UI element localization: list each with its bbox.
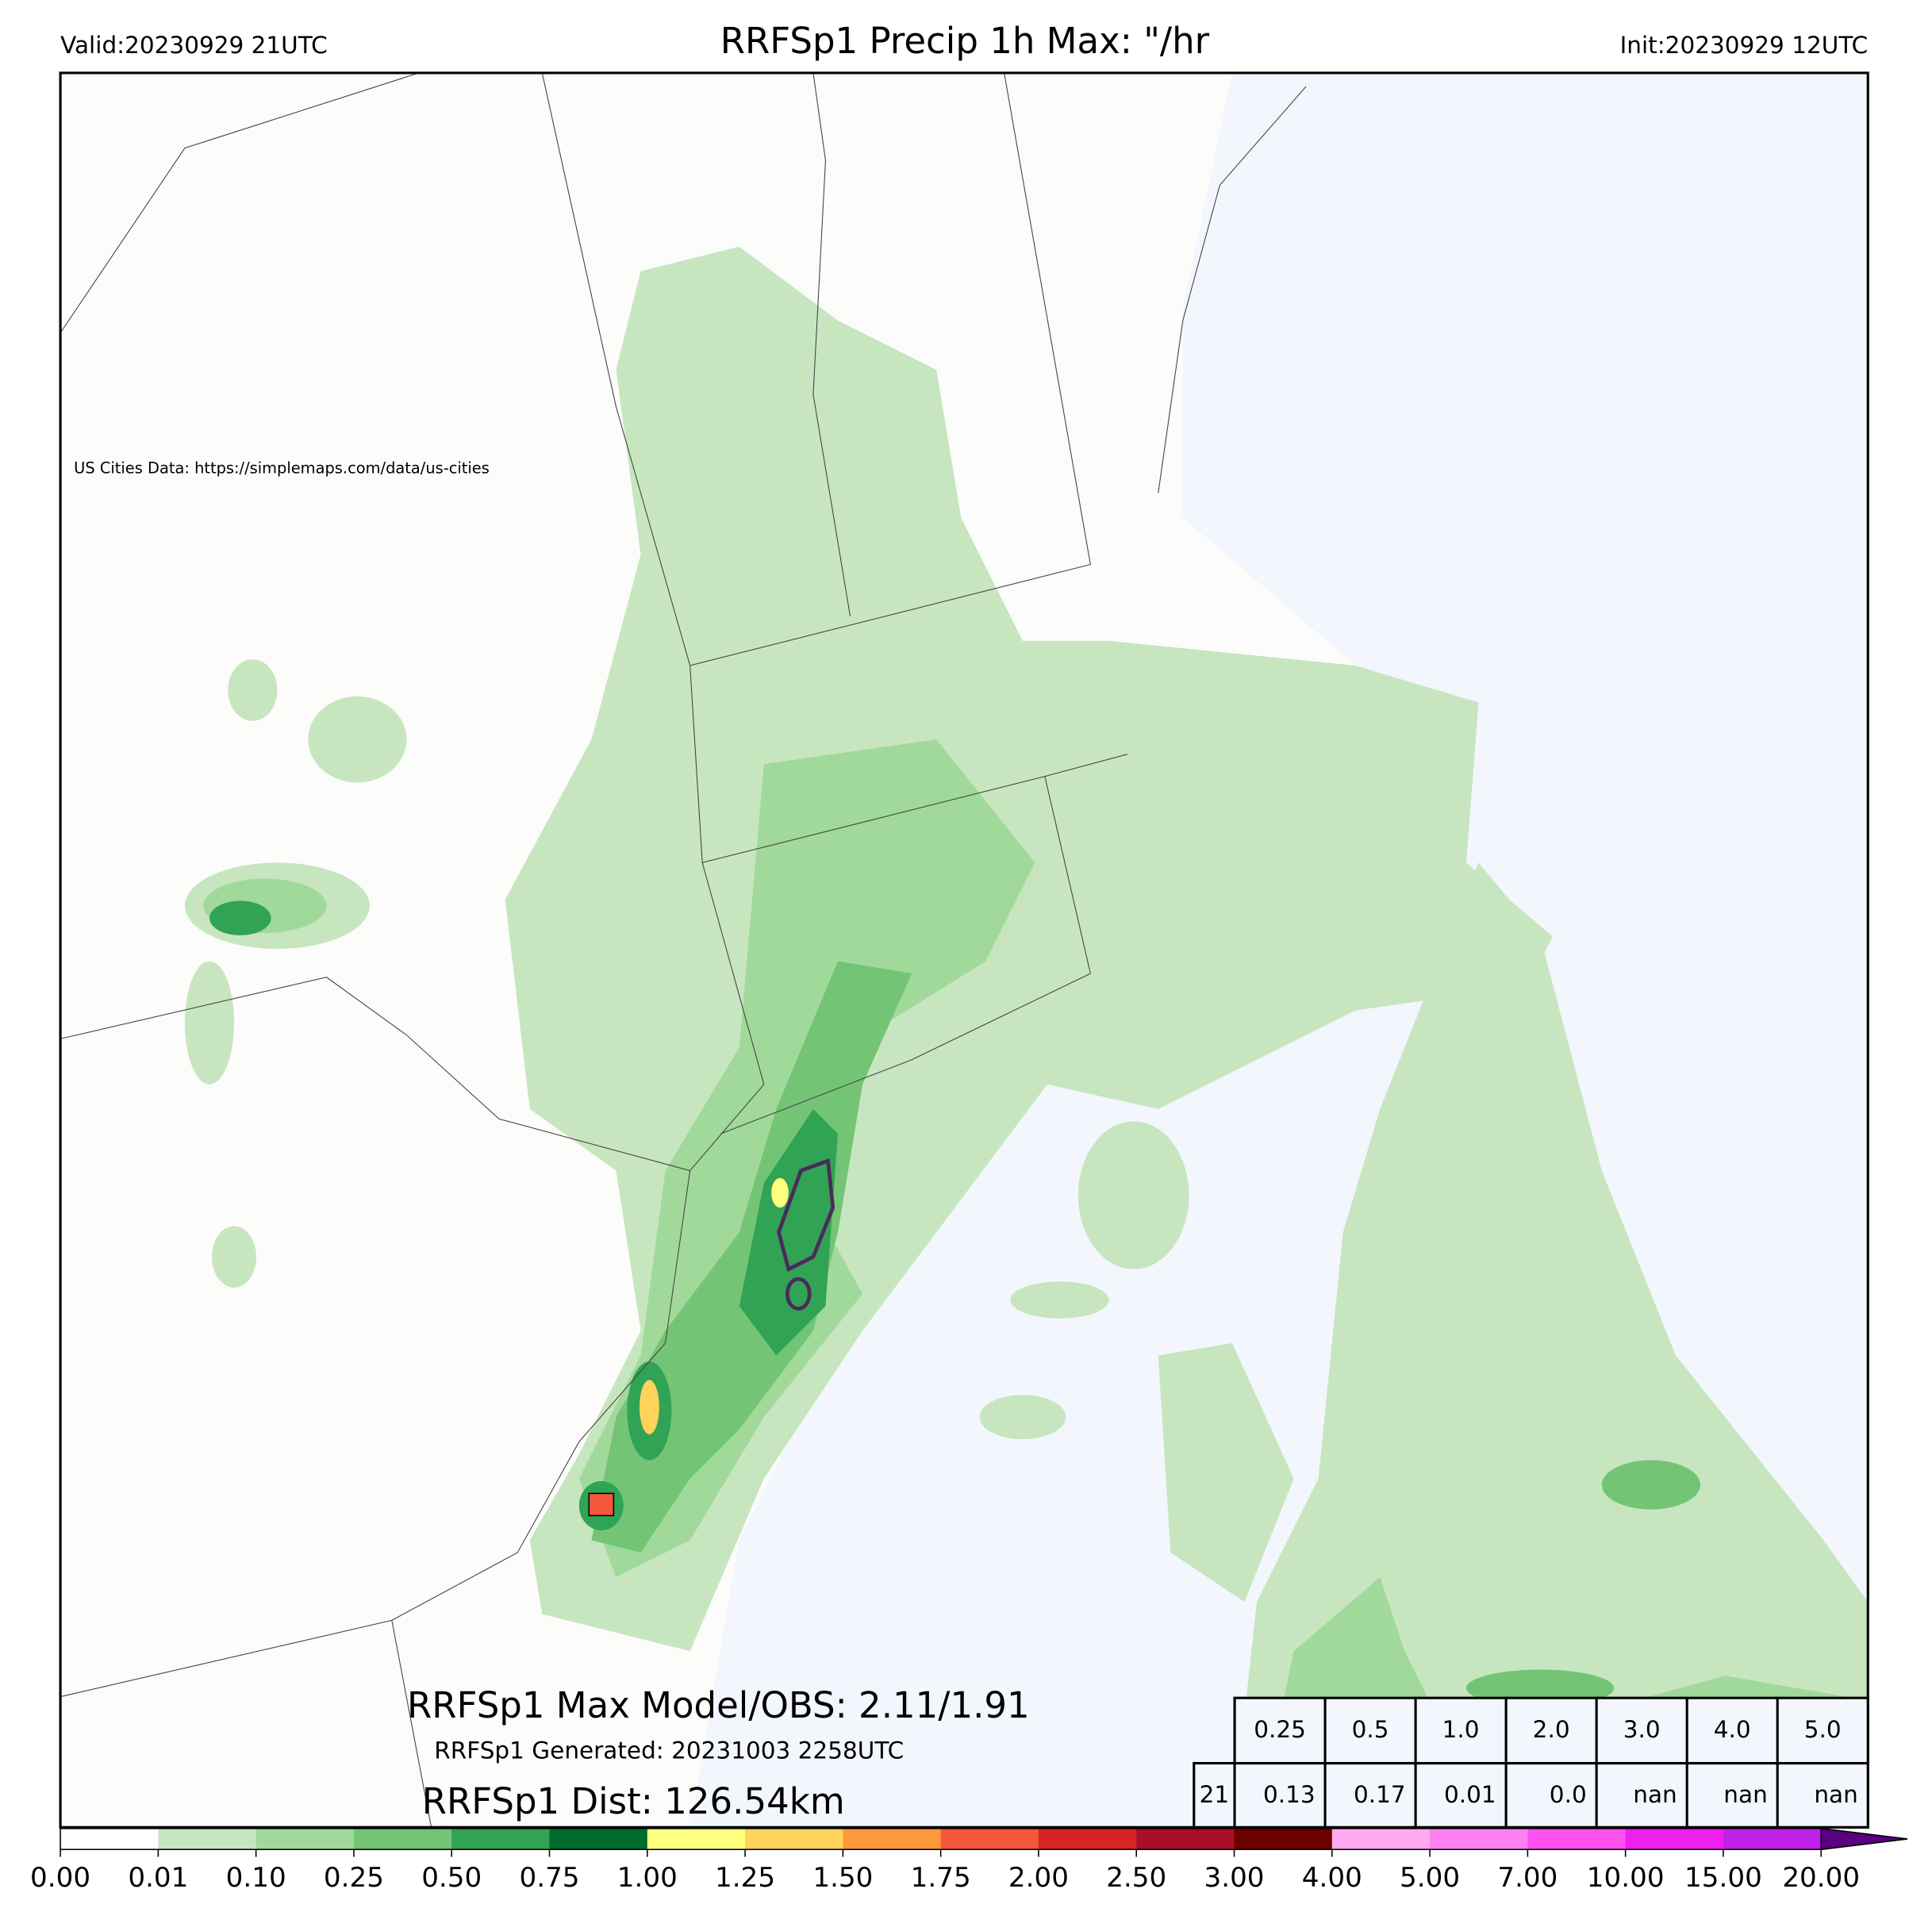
colorbar-label: 0.01 (128, 1862, 188, 1894)
colorbar-label: 1.00 (617, 1862, 678, 1894)
table-header-cell: 0.25 (1254, 1716, 1306, 1743)
table-cell: 0.13 (1263, 1781, 1316, 1808)
stats-table: 0.25 0.5 1.0 2.0 3.0 4.0 5.0 21 0.13 0.17 0.01 0.0 n… (1193, 1696, 1869, 1829)
valid-time: Valid:20230929 21UTC (60, 32, 328, 59)
table-header-cell: 4.0 (1714, 1716, 1751, 1743)
colorbar-swatch (1038, 1828, 1138, 1850)
table-cell: nan (1633, 1781, 1677, 1808)
colorbar-swatch (1527, 1828, 1627, 1850)
table-header-cell: 0.5 (1352, 1716, 1389, 1743)
table-cell: 0.0 (1550, 1781, 1587, 1808)
colorbar-swatch (353, 1828, 453, 1850)
colorbar-swatch (60, 1828, 159, 1850)
colorbar-label: 4.00 (1302, 1862, 1362, 1894)
colorbar-swatch (1331, 1828, 1431, 1850)
colorbar-swatch (549, 1828, 648, 1850)
table-header-cell: 2.0 (1533, 1716, 1570, 1743)
title: RRFSp1 Precip 1h Max: "/hr (720, 20, 1210, 62)
attribution: US Cities Data: https://simplemaps.com/d… (74, 459, 490, 478)
table-cell: 0.17 (1354, 1781, 1406, 1808)
table-cell: 0.01 (1444, 1781, 1496, 1808)
obs-contour (777, 1157, 835, 1311)
init-time: Init:20230929 12UTC (1620, 32, 1869, 59)
precip-peaks (588, 1177, 789, 1517)
colorbar-label: 2.50 (1106, 1862, 1166, 1894)
colorbar-swatch (1136, 1828, 1235, 1850)
colorbar-label: 1.50 (812, 1862, 873, 1894)
boundaries (60, 72, 1307, 1828)
map-frame (59, 71, 1869, 1829)
colorbar-swatch (158, 1828, 257, 1850)
colorbar-label: 0.75 (519, 1862, 579, 1894)
colorbar-label: 7.00 (1497, 1862, 1558, 1894)
table-bg (1233, 1696, 1869, 1765)
colorbar-swatch (1723, 1828, 1823, 1850)
colorbar-label: 1.75 (911, 1862, 971, 1894)
table-cell: 21 (1200, 1781, 1230, 1808)
colorbar-label: 5.00 (1400, 1862, 1460, 1894)
map (59, 71, 1869, 1829)
colorbar-swatch (940, 1828, 1039, 1850)
colorbar-label: 0.25 (324, 1862, 384, 1894)
table-cell: nan (1723, 1781, 1767, 1808)
colorbar-swatch (1430, 1828, 1529, 1850)
colorbar-label: 20.00 (1782, 1862, 1860, 1894)
table-header-cell: 1.0 (1442, 1716, 1480, 1743)
precip-heavier (209, 900, 838, 1531)
colorbar-label: 1.25 (715, 1862, 775, 1894)
table-header-cell: 3.0 (1623, 1716, 1661, 1743)
colorbar-label: 3.00 (1204, 1862, 1264, 1894)
colorbar-label: 10.00 (1587, 1862, 1665, 1894)
generated: RRFSp1 Generated: 20231003 2258UTC (434, 1737, 904, 1764)
distance: RRFSp1 Dist: 126.54km (422, 1780, 845, 1822)
colorbar-label: 0.00 (30, 1862, 90, 1894)
colorbar-swatch (255, 1828, 355, 1850)
colorbar-swatch (647, 1828, 746, 1850)
colorbar-label: 15.00 (1684, 1862, 1762, 1894)
colorbar-swatch (1625, 1828, 1724, 1850)
colorbar-swatch (1234, 1828, 1333, 1850)
colorbar-label: 2.00 (1008, 1862, 1069, 1894)
colorbar-label: 0.50 (421, 1862, 482, 1894)
colorbar: 0.00 0.01 0.10 0.25 0.50 0.75 1.00 1.25 1.50 1.75… (30, 1827, 1908, 1894)
colorbar-swatch (451, 1828, 551, 1850)
colorbar-swatch (843, 1828, 942, 1850)
colorbar-swatch (745, 1828, 844, 1850)
colorbar-label: 0.10 (226, 1862, 286, 1894)
max-model-obs: RRFSp1 Max Model/OBS: 2.11/1.91 (407, 1684, 1030, 1726)
table-cell: nan (1814, 1781, 1857, 1808)
table-header-cell: 5.0 (1804, 1716, 1842, 1743)
